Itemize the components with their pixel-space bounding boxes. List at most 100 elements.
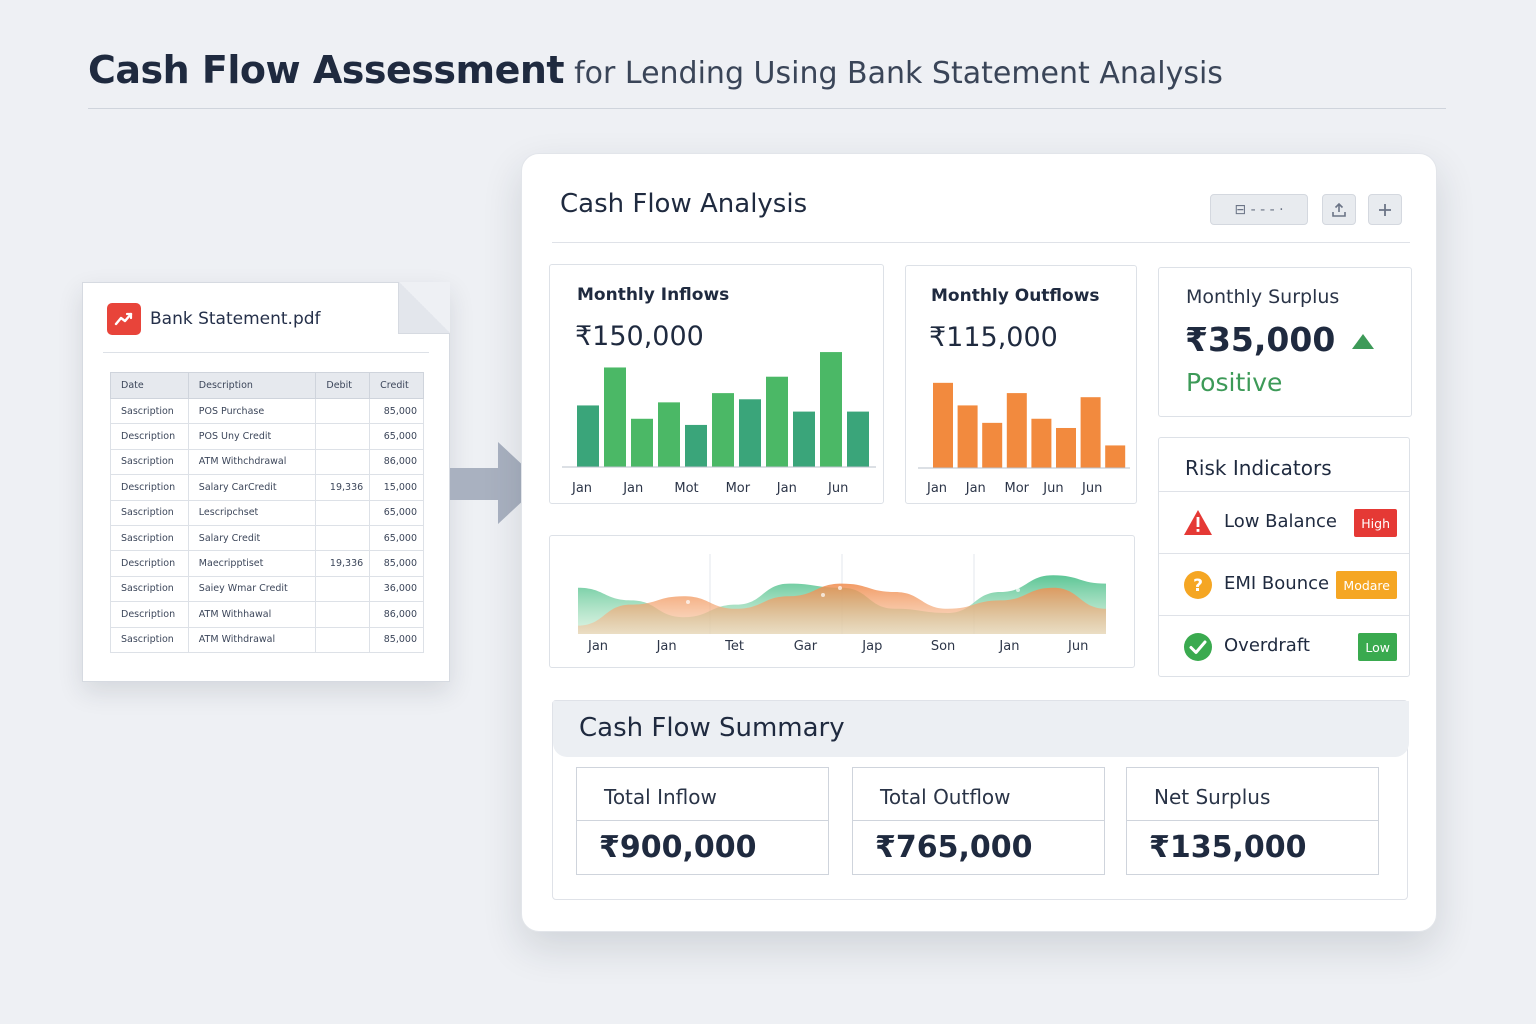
cell-description: Salary Credit	[187, 524, 317, 552]
summary-card-label: Total Inflow	[577, 768, 828, 821]
statement-table-header: Date Description Debit Credit	[110, 372, 424, 399]
area-series-orange	[578, 583, 1106, 634]
cash-flow-dashboard: Cash Flow Analysis ⊟ - - - · Monthly Inf…	[521, 153, 1437, 932]
outflows-value: ₹115,000	[929, 322, 1058, 353]
warning-icon	[1184, 510, 1212, 535]
cell-description: Maecripptiset	[187, 550, 317, 577]
cell-date: Sascription	[110, 575, 189, 603]
cell-description: Lescripchset	[187, 499, 317, 526]
cash-flow-trend-panel[interactable]: Jan Jan Tet Gar Jap Son Jan Jun	[549, 535, 1135, 668]
net-surplus-card[interactable]: Net Surplus ₹135,000	[1126, 767, 1379, 875]
export-button[interactable]	[1322, 194, 1356, 225]
cell-description: Salary CarCredit	[187, 474, 317, 501]
cell-debit	[315, 575, 371, 603]
tick-label: Jap	[862, 639, 883, 654]
question-icon: ?	[1184, 571, 1212, 599]
statement-table: Date Description Debit Credit Sascriptio…	[110, 372, 424, 653]
bar	[685, 424, 707, 467]
risk-level-badge: Modare	[1336, 571, 1397, 599]
inflows-value: ₹150,000	[575, 321, 704, 352]
cell-credit: 15,000	[369, 474, 424, 501]
cell-debit	[315, 524, 371, 552]
cell-debit	[315, 448, 371, 476]
risk-label: Low Balance	[1224, 511, 1337, 532]
cash-flow-area-chart	[578, 554, 1106, 634]
upload-icon	[1332, 202, 1346, 217]
tick-label: Gar	[793, 639, 818, 654]
page-fold-corner	[398, 282, 450, 334]
cell-credit: 65,000	[369, 423, 424, 450]
cell-credit: 85,000	[369, 397, 424, 425]
data-point	[838, 586, 842, 590]
risk-item-overdraft[interactable]: Overdraft Low	[1159, 615, 1409, 677]
surplus-status: Positive	[1186, 368, 1283, 397]
table-row[interactable]: Sascription ATM Withdrawal 85,000	[110, 626, 424, 653]
dashboard-divider	[552, 242, 1410, 243]
risk-indicators-panel: Risk Indicators Low Balance High ? EMI B…	[1158, 437, 1410, 677]
tick-label: Jun	[1043, 481, 1064, 496]
cell-description: POS Uny Credit	[187, 423, 317, 450]
monthly-outflows-panel[interactable]: Monthly Outflows ₹115,000 Jan Jan Mor Jun Ju…	[905, 265, 1137, 504]
cell-date: Description	[110, 550, 189, 577]
table-row[interactable]: Description POS Uny Credit 65,000	[110, 423, 424, 450]
view-options-button[interactable]: ⊟ - - - ·	[1210, 194, 1308, 225]
bank-statement-document[interactable]: Bank Statement.pdf Date Description Debi…	[82, 282, 450, 682]
cell-credit: 86,000	[369, 448, 424, 476]
monthly-inflows-panel[interactable]: Monthly Inflows ₹150,000 Jan Jan Mot Mor Jan…	[549, 264, 884, 504]
bar	[577, 405, 599, 467]
document-header: Bank Statement.pdf	[107, 303, 321, 335]
table-row[interactable]: Sascription Saiey Wmar Credit 36,000	[110, 575, 424, 603]
cell-credit: 65,000	[369, 499, 424, 526]
cell-date: Sascription	[110, 397, 189, 425]
bar	[739, 399, 761, 467]
bar	[982, 422, 1003, 468]
table-row[interactable]: Sascription ATM Withchdrawal 86,000	[110, 448, 424, 476]
inflows-title: Monthly Inflows	[577, 285, 730, 305]
risk-indicators-title: Risk Indicators	[1185, 456, 1332, 480]
bar	[1080, 397, 1101, 468]
dashboard-title: Cash Flow Analysis	[560, 189, 808, 219]
cell-date: Description	[110, 601, 189, 628]
risk-level-badge: High	[1354, 509, 1397, 537]
table-row[interactable]: Description ATM Withhawal 86,000	[110, 601, 424, 628]
bar	[766, 376, 788, 467]
tick-label: Mor	[1004, 481, 1030, 496]
column-header-debit: Debit	[315, 372, 371, 399]
risk-item-emi-bounce[interactable]: ? EMI Bounce Modare	[1159, 553, 1409, 615]
bar	[1006, 393, 1027, 468]
tick-label: Jan	[572, 481, 593, 496]
flow-arrow-icon	[450, 442, 542, 524]
statement-table-body: Sascription POS Purchase 85,000 Description…	[110, 397, 424, 653]
bar	[820, 352, 842, 467]
total-inflow-card[interactable]: Total Inflow ₹900,000	[576, 767, 829, 875]
page-title-subtitle: for Lending Using Bank Statement Analysi…	[574, 56, 1223, 91]
table-row[interactable]: Description Salary CarCredit 19,336 15,000	[110, 474, 424, 501]
risk-label: Overdraft	[1224, 635, 1310, 656]
table-row[interactable]: Sascription POS Purchase 85,000	[110, 397, 424, 425]
data-point	[821, 593, 825, 597]
bar	[658, 402, 680, 467]
summary-card-label: Total Outflow	[853, 768, 1104, 821]
add-button[interactable]	[1368, 194, 1402, 225]
cell-debit: 19,336	[315, 550, 371, 577]
title-divider	[88, 108, 1446, 109]
tick-label: Jan	[623, 481, 644, 496]
summary-card-value: ₹900,000	[599, 830, 757, 865]
summary-header: Cash Flow Summary	[553, 701, 1409, 757]
risk-item-low-balance[interactable]: Low Balance High	[1159, 491, 1409, 553]
data-point	[1016, 588, 1020, 592]
bar	[957, 405, 978, 468]
document-file-name: Bank Statement.pdf	[150, 309, 321, 329]
bar	[604, 367, 626, 467]
data-point	[856, 578, 860, 582]
summary-card-value: ₹765,000	[875, 830, 1033, 865]
risk-level-badge: Low	[1358, 633, 1397, 661]
total-outflow-card[interactable]: Total Outflow ₹765,000	[852, 767, 1105, 875]
cell-description: Saiey Wmar Credit	[187, 575, 317, 603]
monthly-surplus-panel[interactable]: Monthly Surplus ₹35,000 Positive	[1158, 267, 1412, 417]
table-row[interactable]: Description Maecripptiset 19,336 85,000	[110, 550, 424, 577]
plus-icon	[1379, 203, 1391, 216]
table-row[interactable]: Sascription Lescripchset 65,000	[110, 499, 424, 526]
table-row[interactable]: Sascription Salary Credit 65,000	[110, 524, 424, 552]
risk-label: EMI Bounce	[1224, 573, 1330, 594]
